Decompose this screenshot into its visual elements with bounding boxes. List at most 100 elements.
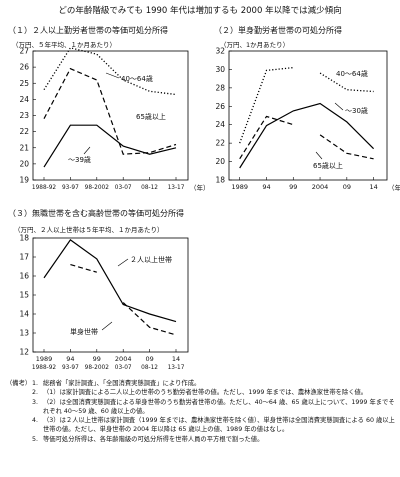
series-line-3	[239, 102, 375, 169]
note-text: （2）は全国消費実態調査による単身世帯のうち勤労者世帯の値。ただし、40～64 …	[43, 398, 395, 415]
series-label: 65歳以上	[313, 161, 343, 170]
x-axis-unit: （年）	[388, 183, 400, 192]
note-number: 3.	[32, 398, 39, 406]
series-line-2	[239, 115, 294, 160]
x-tick-label: 1988-92	[32, 185, 57, 191]
note-text: 総務省「家計調査」、「全国消費実態調査」により作成。	[43, 380, 201, 387]
x-tick-label: 99	[93, 355, 101, 363]
series-line-1	[43, 47, 177, 96]
x-tick-label: 1989	[231, 183, 248, 191]
y-tick-label: 30	[215, 65, 225, 74]
data-point	[122, 153, 125, 156]
x-tick-label: 14	[172, 355, 180, 363]
x-tick-label: 03-07	[115, 365, 132, 371]
data-point	[43, 166, 46, 169]
series-line-2	[70, 264, 97, 273]
label-leader	[83, 146, 91, 155]
y-tick-label: 13	[19, 329, 29, 338]
note-number: 2.	[32, 389, 39, 397]
y-tick-label: 18	[19, 234, 29, 243]
x-tick-label: 93-97	[62, 185, 79, 191]
data-point	[69, 239, 72, 242]
data-point	[175, 93, 178, 96]
series-line-2	[319, 134, 374, 160]
data-point	[95, 79, 98, 82]
data-point	[43, 117, 46, 120]
data-point	[175, 143, 178, 146]
note-number: 1.	[32, 380, 39, 387]
y-tick-label: 28	[215, 83, 225, 92]
y-tick-label: 12	[19, 348, 29, 357]
series-line-1	[319, 72, 374, 93]
x-tick-label: 03-07	[115, 185, 132, 191]
panel2-plot-frame	[228, 50, 388, 181]
y-tick-label: 19	[19, 176, 29, 185]
label-leader	[101, 321, 113, 331]
label-leader	[315, 151, 323, 160]
data-point	[372, 147, 375, 150]
x-tick-label: 13-17	[168, 185, 185, 191]
y-tick-label: 22	[215, 139, 225, 148]
x-tick-label: 1988-92	[32, 365, 57, 371]
note-number: 5.	[32, 435, 39, 443]
data-point	[148, 90, 151, 93]
data-point	[122, 301, 125, 304]
x-tick-label: 09	[145, 355, 153, 363]
series-line-1	[239, 66, 294, 144]
y-tick-label: 15	[19, 291, 29, 300]
note-number: 4.	[32, 417, 39, 425]
data-point	[95, 53, 98, 56]
data-point	[238, 167, 241, 170]
figure-title: どの年齢階級でみても 1990 年代は増加するも 2000 年以降では減少傾向	[58, 6, 342, 16]
data-point	[43, 277, 46, 280]
series-label: 40～64歳	[121, 74, 153, 83]
label-leader	[105, 72, 120, 79]
data-point	[69, 263, 72, 266]
y-tick-label: 23	[19, 111, 29, 120]
y-tick-label: 25	[19, 79, 29, 88]
x-tick-label: 93-97	[62, 365, 79, 371]
label-leader	[117, 258, 129, 267]
panel2-title: （２）単身勤労者世帯の可処分所得	[214, 26, 342, 35]
y-tick-label: 16	[19, 272, 29, 281]
data-point	[69, 46, 72, 49]
data-point	[345, 152, 348, 155]
y-tick-label: 17	[19, 253, 29, 262]
data-point	[292, 66, 295, 69]
x-tick-label: 99	[289, 183, 297, 191]
x-tick-label: 2004	[115, 355, 132, 363]
data-point	[175, 320, 178, 323]
series-label: ２人以上世帯	[130, 255, 172, 264]
x-tick-label: 08-12	[141, 365, 158, 371]
data-point	[69, 67, 72, 70]
data-point	[372, 90, 375, 93]
x-tick-label: 08-12	[141, 185, 158, 191]
note-text: （3）は２人以上世帯は家計調査（1999 年までは、農林漁家世帯を除く値）、単身…	[43, 417, 395, 434]
data-point	[122, 145, 125, 148]
data-point	[148, 153, 151, 156]
data-point	[319, 72, 322, 75]
notes: （備考） 1. 総務省「家計調査」、「全国消費実態調査」により作成。 2. （1）は家…	[6, 379, 396, 444]
data-point	[319, 134, 322, 137]
panel2-unit: （万円、1か月あたり）	[220, 41, 290, 49]
data-point	[265, 115, 268, 118]
y-tick-label: 27	[19, 47, 29, 56]
data-point	[95, 258, 98, 261]
panel1-unit: （万円、５年平均、１か月あたり）	[12, 41, 116, 49]
series-label: 65歳以上	[136, 112, 166, 121]
data-point	[319, 102, 322, 105]
data-point	[95, 271, 98, 274]
x-tick-label: 14	[369, 183, 377, 191]
data-point	[175, 334, 178, 337]
y-tick-label: 26	[215, 102, 225, 111]
notes-label: （備考）	[6, 380, 32, 387]
data-point	[345, 121, 348, 124]
series-line-2	[122, 302, 177, 336]
y-tick-label: 24	[215, 120, 225, 129]
series-label: 40～64歳	[336, 69, 368, 78]
y-tick-label: 21	[19, 143, 29, 152]
x-tick-label: 2004	[312, 183, 329, 191]
series-label: ～39歳	[68, 155, 91, 164]
data-point	[292, 110, 295, 113]
